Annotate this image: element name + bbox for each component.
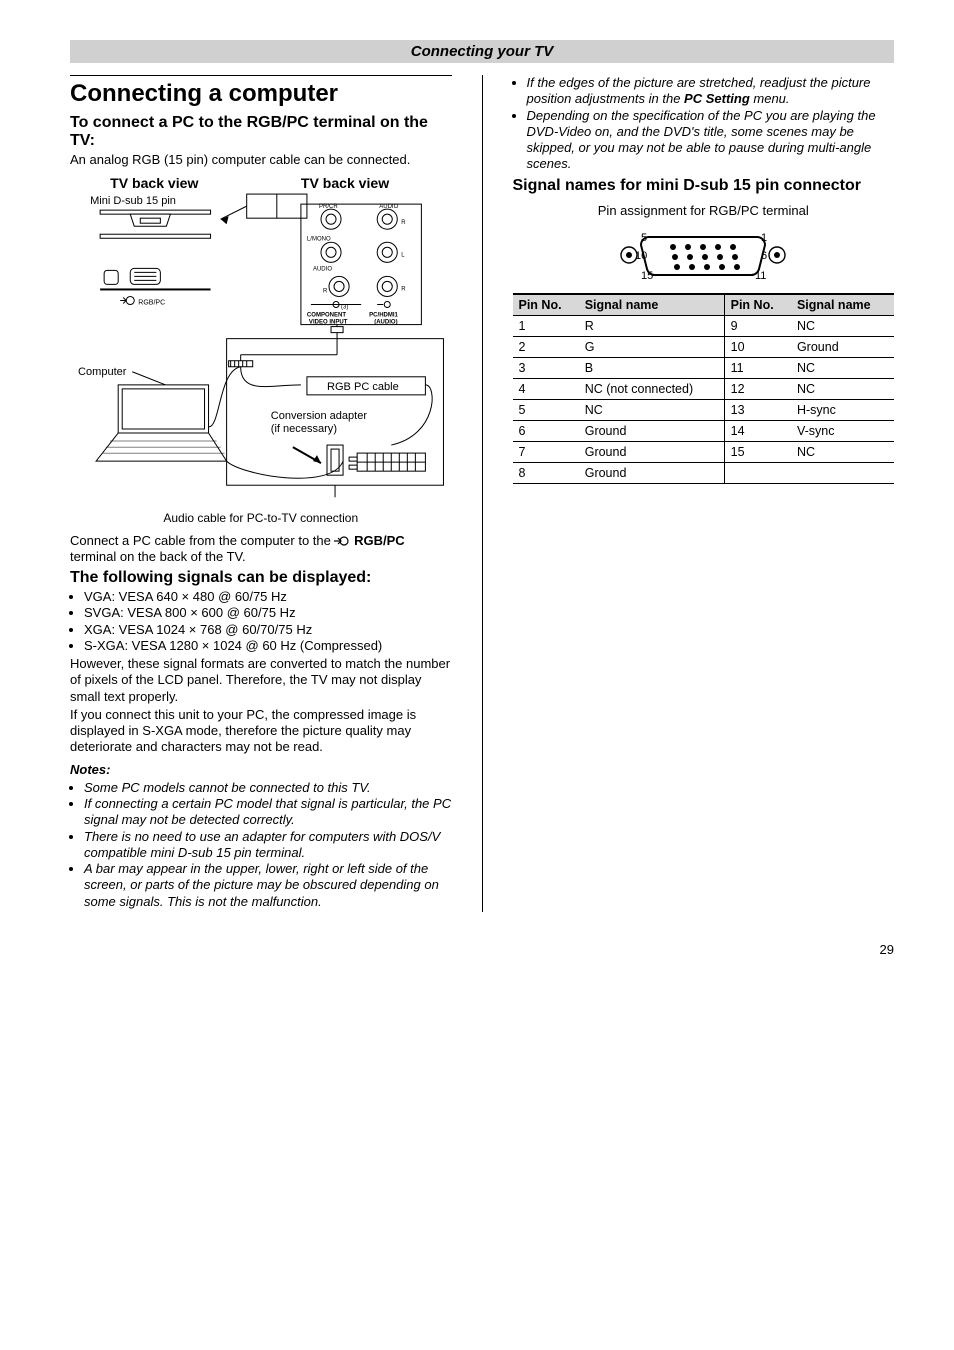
signals-list: VGA: VESA 640 × 480 @ 60/75 Hz SVGA: VES… (70, 589, 452, 654)
svg-text:RGB/PC: RGB/PC (138, 300, 165, 307)
note-item: If connecting a certain PC model that si… (84, 796, 452, 829)
conn-label-tl: 5 (641, 232, 647, 244)
signal-item: XGA: VESA 1024 × 768 @ 60/70/75 Hz (84, 622, 452, 638)
svg-text:PC/HDMI1: PC/HDMI1 (369, 313, 398, 319)
th-sig1: Signal name (579, 294, 724, 316)
connect-p1: Connect a PC cable from the computer to … (70, 533, 334, 548)
table-row: 2G10Ground (513, 336, 895, 357)
table-row: 3B11NC (513, 357, 895, 378)
sub1-title: To connect a PC to the RGB/PC terminal o… (70, 114, 452, 150)
th-sig2: Signal name (791, 294, 894, 316)
table-row: 8Ground (513, 462, 895, 483)
svg-text:R: R (401, 220, 406, 226)
table-row: 4NC (not connected)12NC (513, 378, 895, 399)
svg-text:AUDIO: AUDIO (313, 267, 332, 273)
signals-title: The following signals can be displayed: (70, 569, 452, 587)
figure-block: TV back view TV back view Mini D-sub 15 … (70, 174, 452, 524)
input-symbol-icon (334, 533, 354, 548)
table-row: 1R9NC (513, 315, 895, 336)
svg-text:(3): (3) (341, 305, 348, 311)
cn1-post: menu. (750, 91, 790, 106)
conn-label-ml: 10 (635, 250, 647, 262)
right-column: If the edges of the picture are stretche… (513, 75, 895, 912)
pin-table: Pin No. Signal name Pin No. Signal name … (513, 293, 895, 484)
fig-computer-label: Computer (78, 366, 127, 378)
page-header: Connecting your TV (70, 40, 894, 63)
signal-item: SVGA: VESA 800 × 600 @ 60/75 Hz (84, 605, 452, 621)
fig-adapter-l1: Conversion adapter (271, 410, 368, 422)
pin-table-body: 1R9NC 2G10Ground 3B11NC 4NC (not connect… (513, 315, 895, 483)
connect-text: Connect a PC cable from the computer to … (70, 533, 452, 566)
svg-text:VIDEO INPUT: VIDEO INPUT (309, 320, 348, 326)
fig-adapter-l2: (if necessary) (271, 423, 337, 435)
cn2-pre: Depending on the specification of the PC… (527, 108, 876, 172)
svg-text:(AUDIO): (AUDIO) (374, 320, 397, 326)
notes-title: Notes: (70, 762, 452, 778)
table-row: 6Ground14V-sync (513, 420, 895, 441)
table-row: 7Ground15NC (513, 441, 895, 462)
svg-text:COMPONENT: COMPONENT (307, 313, 346, 319)
connect-p3: terminal on the back of the TV. (70, 549, 246, 564)
notes-list: Some PC models cannot be connected to th… (70, 780, 452, 910)
laptop-icon (96, 385, 227, 461)
signal-names-title: Signal names for mini D-sub 15 pin conne… (513, 177, 895, 195)
conn-label-tr: 1 (761, 232, 767, 244)
pin-caption: Pin assignment for RGB/PC terminal (513, 203, 895, 219)
section-title: Connecting a computer (70, 75, 452, 108)
cn1-bold: PC Setting (684, 91, 750, 106)
fig-mini-dsub: Mini D-sub 15 pin (90, 195, 176, 207)
dsub-connector-diagram: 5 10 15 1 6 11 (603, 225, 803, 285)
connection-diagram: TV back view TV back view Mini D-sub 15 … (70, 174, 452, 505)
sub1-body: An analog RGB (15 pin) computer cable ca… (70, 152, 452, 168)
conn-label-br: 11 (755, 270, 766, 282)
fig-label-right: TV back view (301, 175, 389, 191)
fig-rgb-cable-label: RGB PC cable (327, 381, 399, 393)
carry-notes: If the edges of the picture are stretche… (513, 75, 895, 173)
page-number: 29 (70, 942, 894, 957)
th-pin1: Pin No. (513, 294, 579, 316)
carry-note-2: Depending on the specification of the PC… (527, 108, 895, 173)
svg-text:R: R (323, 289, 328, 295)
svg-text:L/MONO: L/MONO (307, 237, 331, 243)
conn-label-mr: 6 (761, 250, 767, 262)
note-item: A bar may appear in the upper, lower, ri… (84, 861, 452, 910)
ifconnect-text: If you connect this unit to your PC, the… (70, 707, 452, 756)
column-divider (482, 75, 483, 912)
table-row: 5NC13H-sync (513, 399, 895, 420)
signal-item: VGA: VESA 640 × 480 @ 60/75 Hz (84, 589, 452, 605)
carry-note-1: If the edges of the picture are stretche… (527, 75, 895, 108)
svg-text:L: L (401, 253, 405, 259)
th-pin2: Pin No. (724, 294, 791, 316)
svg-text:R: R (401, 287, 406, 293)
connect-rgbpc: RGB/PC (354, 533, 405, 548)
however-text: However, these signal formats are conver… (70, 656, 452, 705)
left-column: Connecting a computer To connect a PC to… (70, 75, 452, 912)
signal-item: S-XGA: VESA 1280 × 1024 @ 60 Hz (Compres… (84, 638, 452, 654)
note-item: Some PC models cannot be connected to th… (84, 780, 452, 796)
note-item: There is no need to use an adapter for c… (84, 829, 452, 862)
figure-caption: Audio cable for PC-to-TV connection (70, 511, 452, 525)
fig-label-left: TV back view (110, 175, 198, 191)
conn-label-bl: 15 (641, 270, 653, 282)
